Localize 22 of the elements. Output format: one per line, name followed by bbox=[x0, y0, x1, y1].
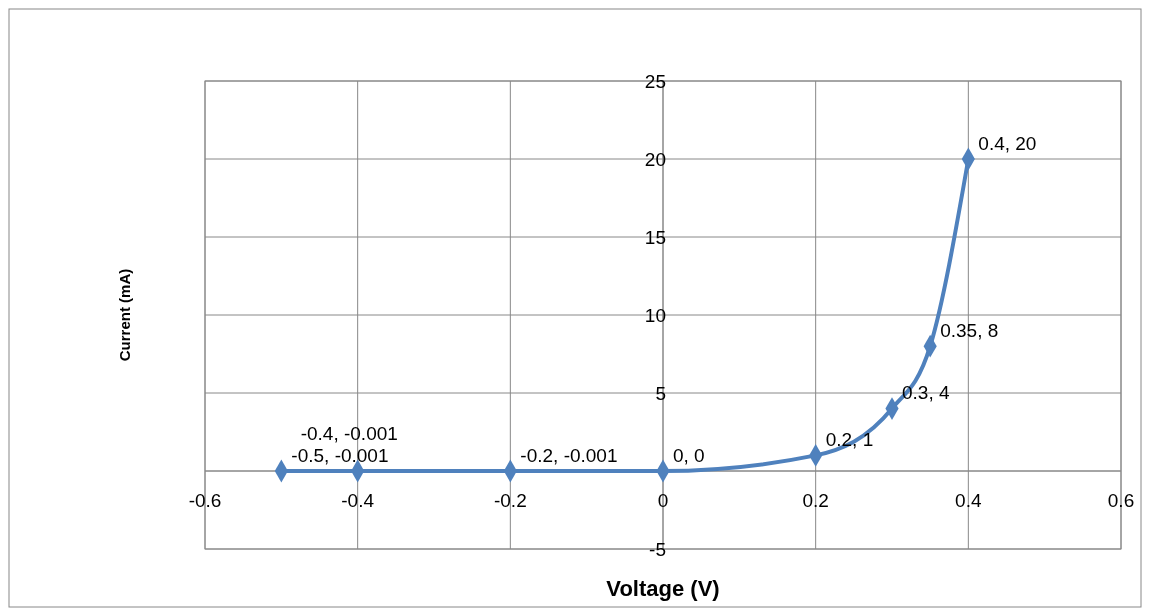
x-tick-label: 0.4 bbox=[955, 490, 982, 511]
data-label: -0.4, -0.001 bbox=[300, 422, 398, 444]
x-tick-label: 0.2 bbox=[802, 490, 829, 511]
y-tick-label: 15 bbox=[644, 226, 666, 248]
x-tick-label: -0.6 bbox=[188, 490, 222, 511]
y-tick-label: -5 bbox=[649, 538, 666, 560]
data-label: 0.35, 8 bbox=[940, 319, 999, 341]
data-label: 0.4, 20 bbox=[978, 132, 1037, 154]
data-label: -0.2, -0.001 bbox=[520, 444, 618, 466]
x-tick-label: -0.2 bbox=[493, 490, 527, 511]
y-tick-label: 10 bbox=[644, 304, 666, 326]
x-tick-label: -0.4 bbox=[341, 490, 375, 511]
y-tick-label: 25 bbox=[644, 70, 666, 92]
y-axis-title: Current (mA) bbox=[116, 268, 133, 362]
y-tick-label: 5 bbox=[655, 382, 666, 404]
data-label: 0.2, 1 bbox=[825, 429, 874, 451]
data-label: -0.5, -0.001 bbox=[291, 444, 389, 466]
x-tick-label: 0.6 bbox=[1107, 490, 1135, 511]
data-label: 0, 0 bbox=[673, 444, 705, 466]
x-tick-label: 0 bbox=[657, 490, 669, 511]
y-tick-label: 20 bbox=[644, 148, 666, 170]
x-axis-title: Voltage (V) bbox=[606, 576, 720, 601]
